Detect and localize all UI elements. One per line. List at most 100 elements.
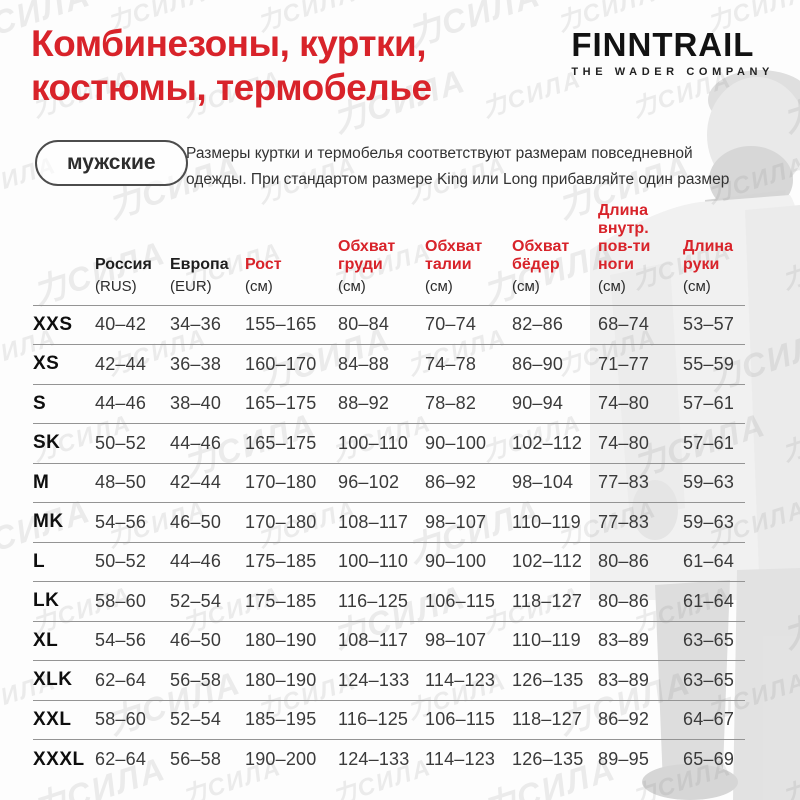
- brand-tagline: THE WADER COMPANY: [571, 66, 774, 78]
- size-cell: 84–88: [338, 344, 425, 385]
- column-header: Обхват бёдер (см): [512, 202, 598, 306]
- table-row: XL 54–56 46–50 180–190 108–117 98–107 110–119…: [33, 621, 745, 662]
- size-cell: 165–175: [245, 384, 338, 425]
- size-cell: 96–102: [338, 463, 425, 504]
- column-label: Обхват талии: [425, 237, 483, 273]
- table-row: XXL 58–60 52–54 185–195 116–125 106–115 118–1…: [33, 700, 745, 741]
- size-cell: 58–60: [95, 700, 170, 741]
- size-label: XXXL: [33, 748, 85, 770]
- column-header: [33, 202, 95, 306]
- column-label: Обхват бёдер: [512, 237, 570, 273]
- size-cell: 98–104: [512, 463, 598, 504]
- size-label: XS: [33, 344, 95, 385]
- size-cell: 38–40: [170, 384, 245, 425]
- size-cell: 63–65: [683, 621, 745, 662]
- column-header: Россия (RUS): [95, 202, 170, 306]
- size-cell: 155–165: [245, 305, 338, 346]
- size-cell: 44–46: [170, 423, 245, 464]
- size-cell: 53–57: [683, 305, 745, 346]
- size-cell: 55–59: [683, 344, 745, 385]
- size-cell: 46–50: [170, 502, 245, 543]
- size-cell: 108–117: [338, 502, 425, 543]
- size-cell: 77–83: [598, 463, 683, 504]
- size-cell: 102–112: [512, 423, 598, 464]
- size-label: L: [33, 542, 95, 583]
- size-cell: 48–50: [95, 463, 170, 504]
- column-label: Обхват груди: [338, 237, 396, 273]
- size-cell: 100–110: [338, 423, 425, 464]
- column-label: Россия: [95, 255, 152, 273]
- column-header: Обхват талии (см): [425, 202, 512, 306]
- size-cell: 118–127: [512, 581, 598, 622]
- column-header: Длина внутр. пов-ти ноги (см): [598, 202, 683, 306]
- size-cell: 52–54: [170, 581, 245, 622]
- size-cell: 83–89: [598, 660, 683, 701]
- size-cell: 40–42: [95, 305, 170, 346]
- size-cell: 56–58: [170, 660, 245, 701]
- size-cell: 90–100: [425, 542, 512, 583]
- size-cell: 185–195: [245, 700, 338, 741]
- size-label: LK: [33, 581, 95, 622]
- size-cell: 64–67: [683, 700, 745, 741]
- column-label: Европа: [170, 255, 229, 273]
- size-label: XL: [33, 621, 95, 662]
- size-cell: 42–44: [170, 463, 245, 504]
- size-cell: 58–60: [95, 581, 170, 622]
- size-cell: 106–115: [425, 581, 512, 622]
- size-cell: 50–52: [95, 423, 170, 464]
- table-row: SK 50–52 44–46 165–175 100–110 90–100 102–112…: [33, 423, 745, 464]
- size-label: MK: [33, 502, 95, 543]
- table-header-row: Россия (RUS) Европа (EUR) Рост (см) Обхв…: [33, 202, 745, 306]
- size-cell: 36–38: [170, 344, 245, 385]
- column-header: Европа (EUR): [170, 202, 245, 306]
- table-row: LK 58–60 52–54 175–185 116–125 106–115 118–12…: [33, 581, 745, 622]
- size-cell: 62–64: [95, 660, 170, 701]
- size-label: M: [33, 463, 95, 504]
- size-cell: 52–54: [170, 700, 245, 741]
- size-label: SK: [33, 423, 95, 464]
- table-row: XXXL 62–64 56–58 190–200 124–133 114–123 126–…: [33, 740, 745, 780]
- size-cell: 46–50: [170, 621, 245, 662]
- size-cell: 118–127: [512, 700, 598, 741]
- column-unit: (см): [338, 277, 366, 295]
- size-cell: 180–190: [245, 621, 338, 662]
- column-label: Рост: [245, 255, 282, 273]
- size-cell: 106–115: [425, 700, 512, 741]
- gender-badge: мужские: [35, 140, 188, 186]
- size-cell: 114–123: [425, 749, 496, 770]
- size-label: XLK: [33, 660, 95, 701]
- size-cell: 175–185: [245, 581, 338, 622]
- size-cell: 82–86: [512, 305, 598, 346]
- table-row: S 44–46 38–40 165–175 88–92 78–82 90–94 74–80 5…: [33, 384, 745, 425]
- size-cell: 180–190: [245, 660, 338, 701]
- column-header: Обхват груди (см): [338, 202, 425, 306]
- size-cell: 80–86: [598, 542, 683, 583]
- size-cell: 170–180: [245, 502, 338, 543]
- size-cell: 102–112: [512, 542, 598, 583]
- size-cell: 63–65: [683, 660, 745, 701]
- brand-name: FINNTRAIL: [571, 26, 755, 63]
- column-unit: (EUR): [170, 277, 212, 295]
- size-cell: 126–135: [512, 749, 584, 770]
- size-label: XXS: [33, 305, 95, 346]
- column-unit: (RUS): [95, 277, 137, 295]
- size-cell: 165–175: [245, 423, 338, 464]
- size-label: XXL: [33, 700, 95, 741]
- column-unit: (см): [245, 277, 273, 295]
- size-cell: 86–92: [425, 463, 512, 504]
- size-cell: 80–86: [598, 581, 683, 622]
- size-cell: 100–110: [338, 542, 425, 583]
- size-cell: 44–46: [95, 384, 170, 425]
- size-cell: 61–64: [683, 581, 745, 622]
- column-unit: (см): [512, 277, 540, 295]
- size-cell: 62–64: [95, 749, 147, 770]
- size-cell: 98–107: [425, 621, 512, 662]
- size-cell: 44–46: [170, 542, 245, 583]
- size-cell: 57–61: [683, 423, 745, 464]
- size-cell: 175–185: [245, 542, 338, 583]
- table-row: L 50–52 44–46 175–185 100–110 90–100 102–112 8…: [33, 542, 745, 583]
- size-cell: 54–56: [95, 621, 170, 662]
- size-cell: 74–80: [598, 384, 683, 425]
- size-cell: 61–64: [683, 542, 745, 583]
